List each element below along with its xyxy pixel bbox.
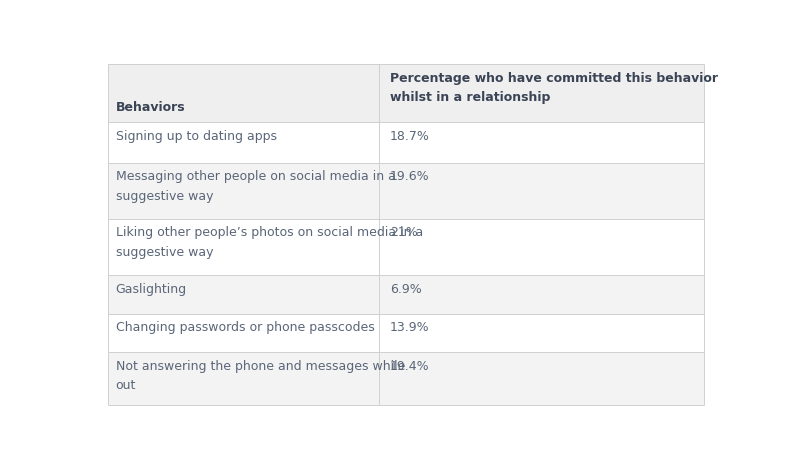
Text: 18.7%: 18.7% bbox=[390, 130, 430, 143]
Text: Percentage who have committed this behavior
whilst in a relationship: Percentage who have committed this behav… bbox=[390, 72, 718, 104]
Text: Behaviors: Behaviors bbox=[116, 101, 185, 114]
Text: 19.6%: 19.6% bbox=[390, 170, 430, 183]
Text: 21%: 21% bbox=[390, 226, 418, 239]
Bar bbox=[109, 163, 703, 219]
Text: 13.9%: 13.9% bbox=[390, 320, 430, 333]
Text: Liking other people’s photos on social media in a
suggestive way: Liking other people’s photos on social m… bbox=[116, 226, 423, 258]
Bar bbox=[109, 314, 703, 353]
Text: Not answering the phone and messages while
out: Not answering the phone and messages whi… bbox=[116, 359, 405, 392]
Text: Messaging other people on social media in a
suggestive way: Messaging other people on social media i… bbox=[116, 170, 395, 202]
Bar bbox=[109, 123, 703, 163]
Text: Changing passwords or phone passcodes: Changing passwords or phone passcodes bbox=[116, 320, 375, 333]
Text: Gaslighting: Gaslighting bbox=[116, 282, 187, 295]
Text: Signing up to dating apps: Signing up to dating apps bbox=[116, 130, 276, 143]
Bar bbox=[109, 219, 703, 275]
Bar bbox=[109, 64, 703, 123]
Text: 19.4%: 19.4% bbox=[390, 359, 430, 372]
Text: 6.9%: 6.9% bbox=[390, 282, 422, 295]
Bar bbox=[109, 275, 703, 314]
Bar bbox=[109, 353, 703, 405]
